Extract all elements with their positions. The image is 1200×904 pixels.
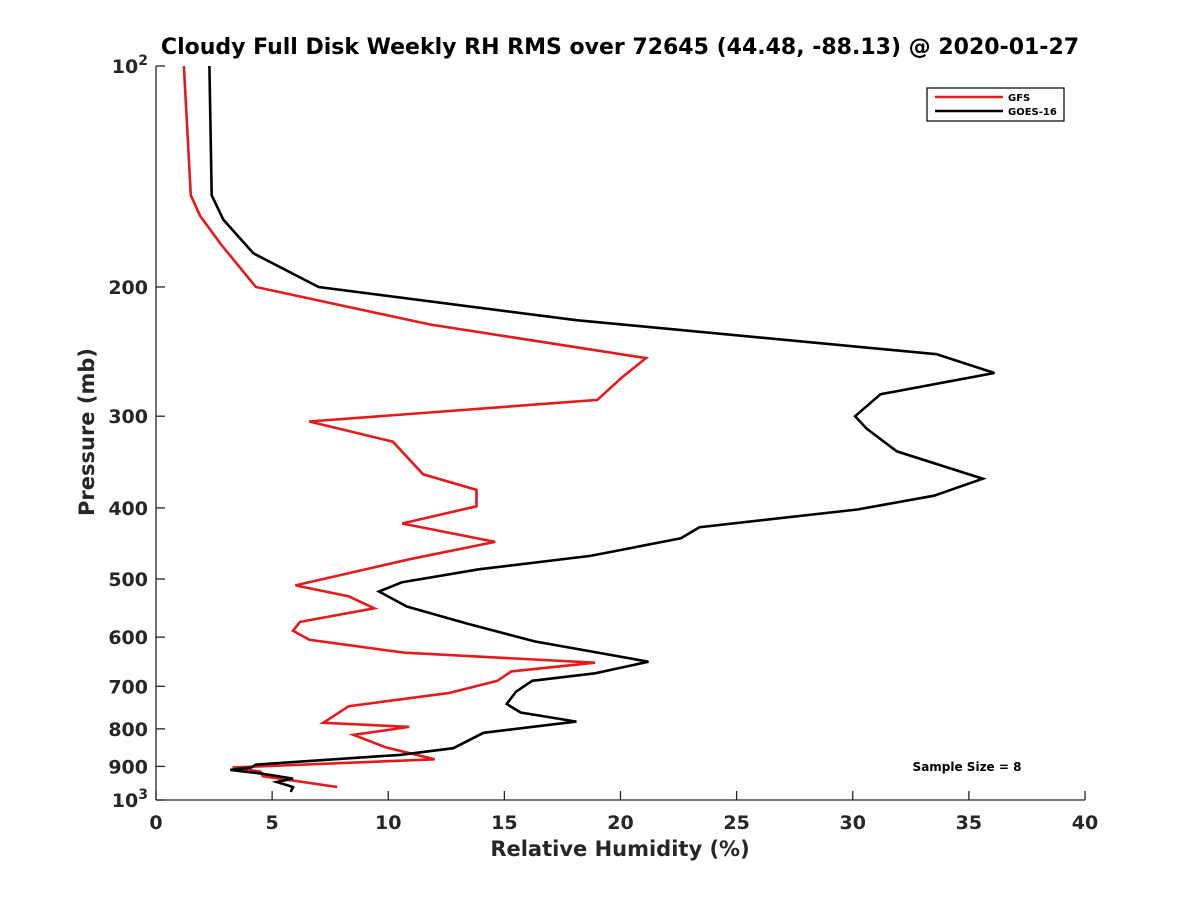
y-axis-label: Pressure (mb) (75, 348, 99, 516)
y-tick-label: 600 (108, 627, 148, 649)
y-tick-label: 800 (108, 719, 148, 741)
series-line-gfs (182, 65, 650, 789)
legend-box (926, 87, 1065, 122)
y-tick-label: 103 (112, 787, 148, 812)
x-tick-label: 35 (956, 812, 982, 834)
legend: GFS GOES-16 (926, 87, 1065, 122)
y-tick-label: 400 (108, 498, 148, 520)
y-tick-label: 200 (108, 277, 148, 299)
x-tick-label: 10 (375, 812, 401, 834)
x-tick-label: 25 (723, 812, 749, 834)
legend-label-goes-16: GOES-16 (1008, 107, 1057, 118)
x-tick-label: 30 (840, 812, 866, 834)
y-tick-label: 300 (108, 406, 148, 428)
legend-label-gfs: GFS (1008, 93, 1030, 104)
x-tick-label: 20 (607, 812, 633, 834)
sample-size-annotation: Sample Size = 8 (913, 760, 1022, 774)
x-tick-label: 0 (149, 812, 162, 834)
series-line-goes-16 (208, 65, 995, 793)
y-tick-label: 500 (108, 569, 148, 591)
y-tick-label: 700 (108, 676, 148, 698)
x-axis-label: Relative Humidity (%) (490, 837, 749, 861)
chart-title: Cloudy Full Disk Weekly RH RMS over 7264… (161, 35, 1079, 60)
x-tick-label: 40 (1072, 812, 1098, 834)
y-tick-label: 900 (108, 756, 148, 778)
y-tick-label: 102 (112, 53, 148, 78)
plot-area: 0 5 10 15 20 25 30 35 40 102 200 300 400 500 600 700 800… (108, 53, 1098, 834)
x-tick-label: 15 (491, 812, 517, 834)
x-tick-label: 5 (266, 812, 279, 834)
